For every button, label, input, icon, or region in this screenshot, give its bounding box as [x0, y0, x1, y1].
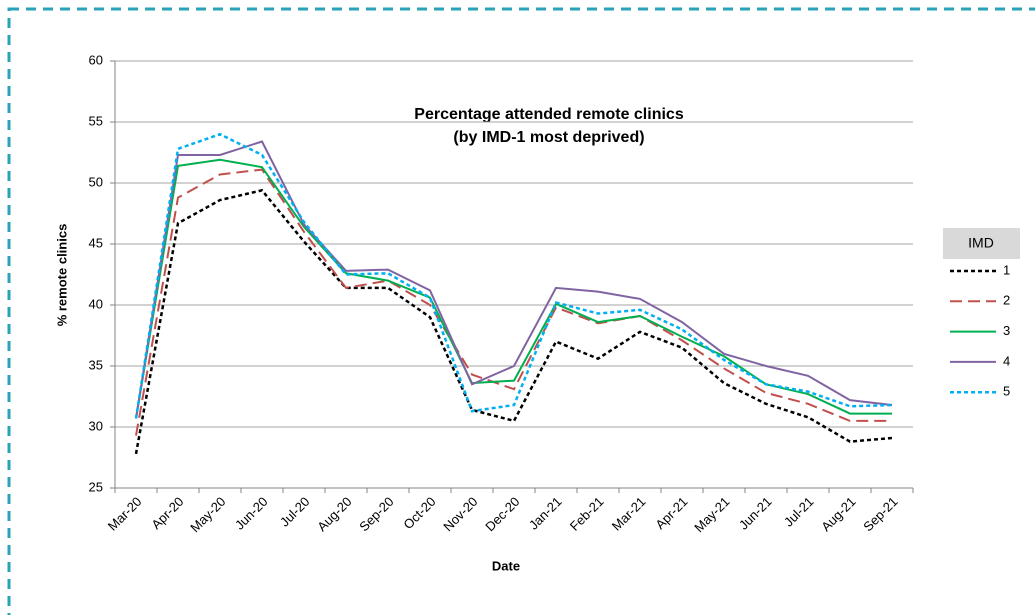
x-tick-label: Aug-21 — [818, 494, 858, 534]
x-tick-label: Jul-20 — [277, 494, 313, 530]
y-tick-label: 40 — [89, 296, 103, 311]
y-tick-label: 55 — [89, 113, 103, 128]
chart-subtitle: (by IMD-1 most deprived) — [453, 129, 644, 146]
x-axis-label: Date — [492, 558, 520, 573]
x-tick-label: Jun-20 — [232, 494, 271, 533]
x-tick-label: May-20 — [187, 494, 228, 535]
series-line — [135, 168, 892, 436]
chart-title: Percentage attended remote clinics — [414, 106, 684, 123]
series-line — [134, 132, 893, 419]
legend-title-box — [943, 228, 1020, 259]
y-axis-label: % remote clinics — [54, 224, 69, 327]
x-tick-label: Dec-20 — [482, 494, 522, 534]
x-tick-label: Jan-21 — [526, 494, 565, 533]
y-tick-label: 50 — [89, 174, 103, 189]
x-tick-label: Mar-21 — [609, 494, 649, 534]
x-tick-label: Mar-20 — [105, 494, 145, 534]
series-line — [135, 140, 893, 419]
x-tick-label: Jun-21 — [736, 494, 775, 533]
x-tick-label: Nov-20 — [440, 494, 480, 534]
legend-label: 2 — [1003, 293, 1010, 308]
series-line — [134, 188, 893, 455]
legend-title: IMD — [968, 235, 994, 251]
y-tick-label: 25 — [89, 479, 103, 494]
x-tick-label: Sep-20 — [356, 494, 396, 534]
frame — [7, 7, 1035, 615]
y-tick-label: 35 — [89, 357, 103, 372]
legend-label: 4 — [1003, 353, 1010, 368]
x-tick-label: Sep-21 — [860, 494, 900, 534]
x-tick-label: Aug-20 — [314, 494, 354, 534]
x-tick-label: May-21 — [691, 494, 732, 535]
legend-label: 1 — [1003, 262, 1010, 277]
x-tick-label: Jul-21 — [781, 494, 817, 530]
y-tick-label: 45 — [89, 235, 103, 250]
x-tick-label: Feb-21 — [567, 494, 607, 534]
legend-label: 5 — [1003, 384, 1010, 399]
legend-label: 3 — [1003, 323, 1010, 338]
x-tick-label: Apr-20 — [148, 494, 186, 532]
x-tick-label: Apr-21 — [652, 494, 690, 532]
y-tick-label: 60 — [89, 52, 103, 67]
y-tick-label: 30 — [89, 418, 103, 433]
series-line — [135, 158, 892, 419]
x-tick-label: Oct-20 — [400, 494, 438, 532]
